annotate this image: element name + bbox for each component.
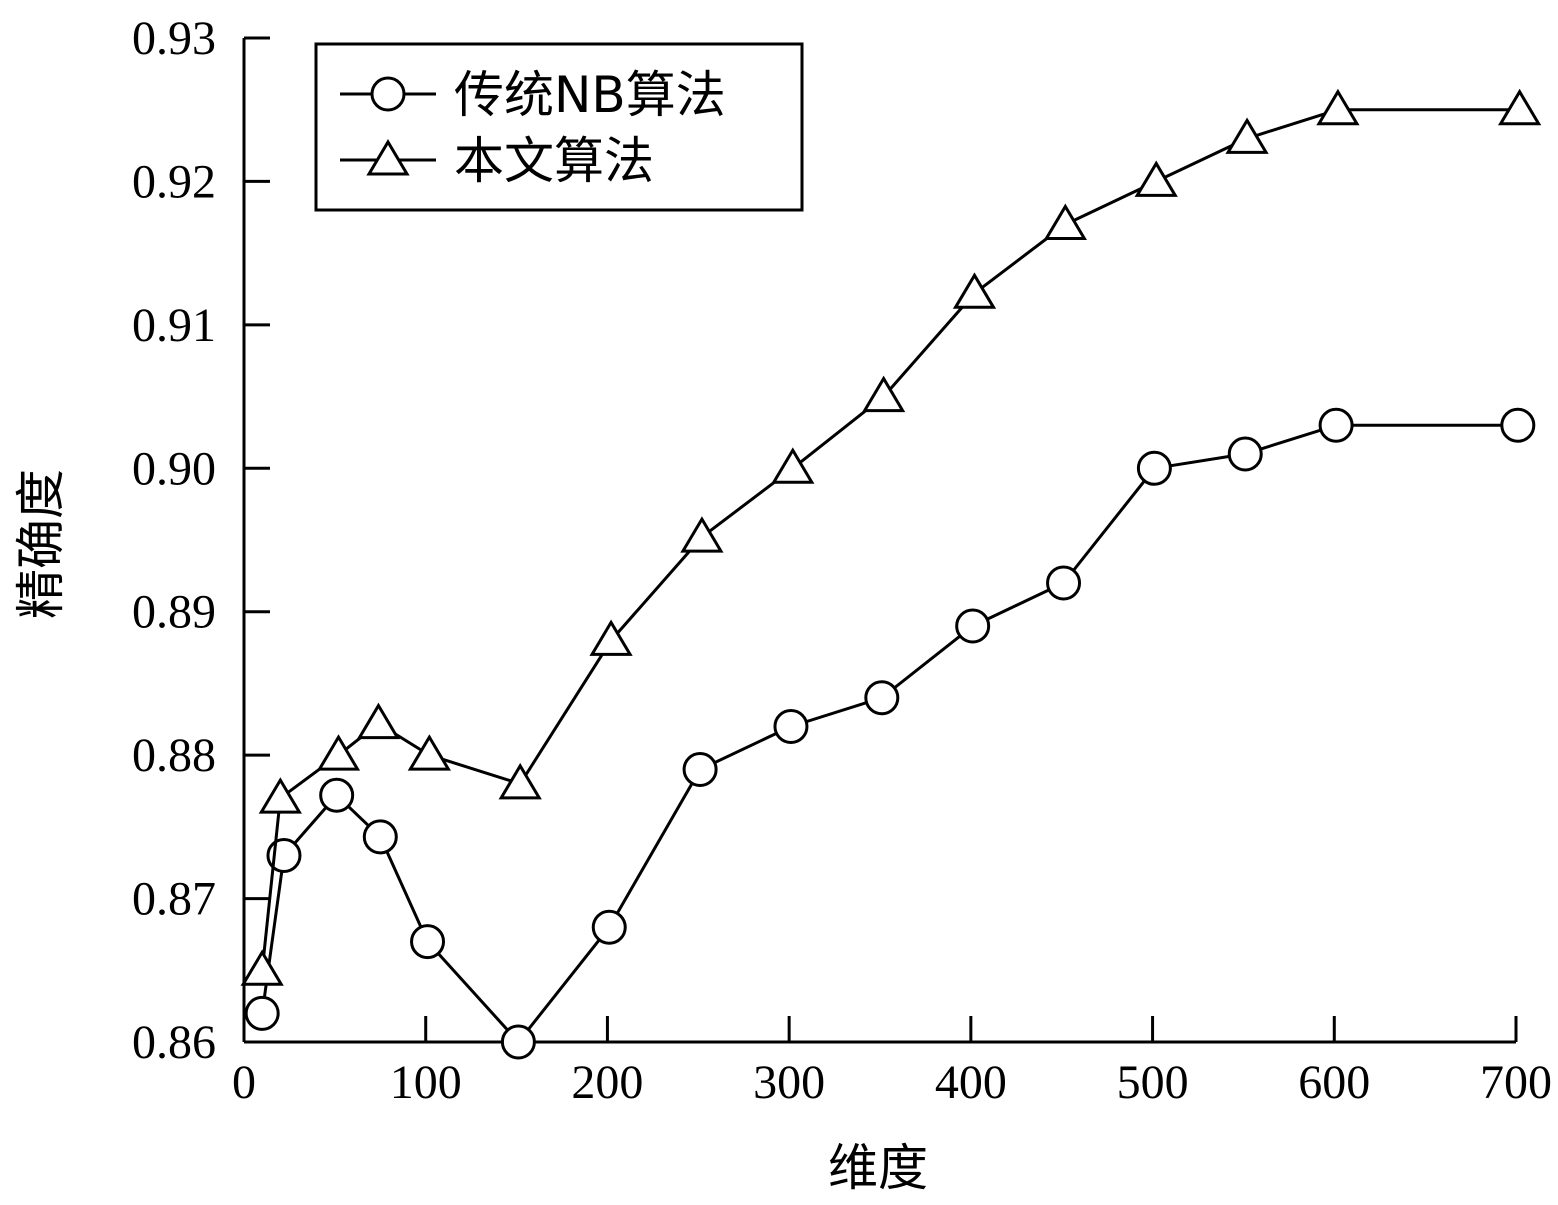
circle-marker: [410, 924, 446, 960]
circle-marker: [1227, 436, 1263, 472]
triangle-marker: [1043, 203, 1087, 240]
circle-marker: [864, 680, 900, 716]
legend-circle-icon: [370, 76, 406, 112]
triangle-marker: [240, 949, 284, 986]
triangle-marker: [1316, 88, 1360, 126]
circle-marker: [362, 819, 398, 855]
series-line: [260, 423, 1518, 1044]
x-tick-label: 600: [1298, 1056, 1370, 1109]
circle-marker: [591, 909, 627, 945]
legend-label: 本文算法: [454, 132, 654, 190]
circle-marker: [773, 708, 809, 744]
y-tick-label: 0.90: [132, 442, 216, 495]
legend-item-1: 传统NB算法: [340, 66, 726, 124]
triangle-marker: [771, 447, 815, 484]
series-line: [260, 108, 1520, 971]
triangle-marker: [1497, 88, 1542, 126]
x-tick-label: 100: [390, 1056, 462, 1109]
triangle-marker: [589, 619, 633, 656]
x-tick-label: 500: [1117, 1056, 1189, 1109]
y-tick-label: 0.92: [132, 155, 216, 208]
triangle-marker: [861, 375, 906, 413]
x-tick-label: 300: [753, 1056, 825, 1109]
y-tick-label: 0.86: [132, 1016, 216, 1069]
series-1: [244, 407, 1536, 1060]
legend-label: 传统NB算法: [454, 66, 726, 124]
y-tick-label: 0.91: [132, 299, 216, 352]
y-tick-label: 0.88: [132, 729, 216, 782]
circle-marker: [319, 777, 355, 813]
triangle-marker: [407, 734, 451, 771]
triangle-marker: [498, 762, 542, 800]
x-axis-title: 维度: [828, 1139, 928, 1197]
legend-triangle-icon: [366, 139, 410, 176]
legend-box: [314, 42, 804, 212]
circle-marker: [244, 995, 280, 1031]
circle-marker: [1318, 407, 1354, 443]
triangle-marker: [1225, 117, 1269, 154]
axes: 0.86 0.87 0.88 0.89 0.90 0.91 0.92 0.93 0 100 200 3…: [132, 12, 1552, 1109]
triangle-marker: [1134, 160, 1178, 197]
circle-marker: [1046, 565, 1082, 601]
x-tick-label: 700: [1480, 1056, 1552, 1109]
triangle-marker: [952, 272, 997, 309]
circle-marker: [1136, 450, 1172, 486]
y-tick-label: 0.89: [132, 586, 216, 639]
triangle-marker: [356, 702, 401, 740]
circle-marker: [500, 1024, 536, 1060]
y-tick-label: 0.87: [132, 873, 216, 926]
circle-marker: [1500, 407, 1536, 443]
x-tick-label: 400: [935, 1056, 1007, 1109]
y-axis-title: 精确度: [12, 469, 70, 619]
triangle-marker: [316, 734, 361, 771]
legend-item-2: 本文算法: [340, 132, 654, 190]
series-layer: [240, 88, 1542, 1060]
circle-marker: [955, 608, 991, 644]
y-tick-label: 0.93: [132, 12, 216, 65]
triangle-marker: [680, 516, 724, 553]
x-tick-label: 0: [232, 1056, 256, 1109]
triangle-marker: [258, 777, 302, 814]
series-2: [240, 88, 1542, 986]
x-tick-label: 200: [571, 1056, 643, 1109]
circle-marker: [682, 751, 718, 787]
